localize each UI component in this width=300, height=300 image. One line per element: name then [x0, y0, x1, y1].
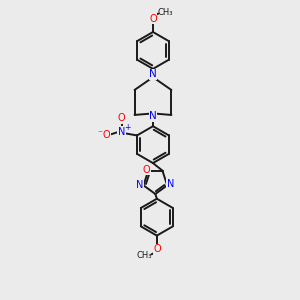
Text: CH₃: CH₃ [136, 251, 152, 260]
Text: ⁻: ⁻ [98, 129, 103, 139]
Text: CH₃: CH₃ [158, 8, 173, 17]
Text: O: O [103, 130, 110, 140]
Text: N: N [149, 111, 157, 122]
Text: O: O [143, 165, 150, 175]
Text: O: O [153, 244, 160, 254]
Text: +: + [124, 123, 130, 132]
Text: N: N [118, 127, 125, 137]
Text: O: O [149, 14, 157, 24]
Text: N: N [136, 180, 144, 190]
Text: N: N [149, 69, 157, 79]
Text: O: O [118, 113, 125, 123]
Text: N: N [167, 179, 174, 189]
